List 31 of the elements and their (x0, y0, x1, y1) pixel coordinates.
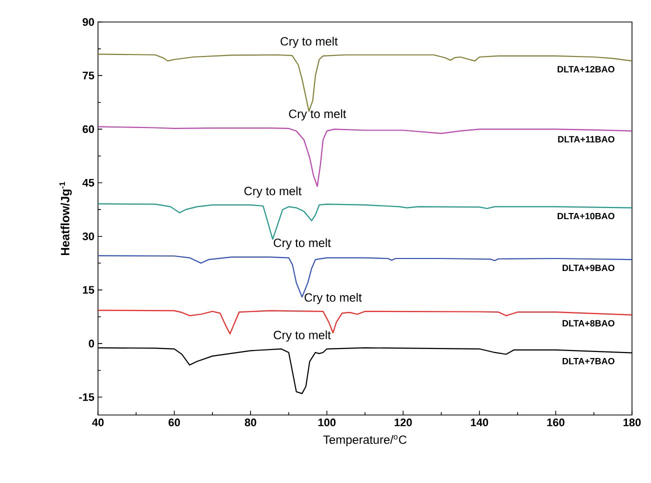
x-tick-label: 120 (394, 418, 412, 426)
x-axis-title: Temperature/$^{o}$C (323, 435, 407, 446)
annotation: Cry to melt (274, 238, 331, 250)
y-tick-label: 75 (82, 72, 94, 80)
x-tick-label: 100 (318, 418, 336, 426)
annotation: Cry to melt (274, 330, 331, 342)
y-axis-title: Heatflow/Jg$^{-1}$ (59, 182, 72, 256)
x-tick-label: 80 (244, 418, 256, 426)
x-tick-label: 60 (168, 418, 180, 426)
annotation: Cry to melt (304, 292, 362, 304)
series-label: DLTA+11BAO (558, 136, 614, 142)
y-tick-label: -15 (79, 393, 94, 401)
y-tick-label: 90 (82, 18, 94, 26)
series-label: DLTA+10BAO (558, 212, 614, 220)
x-tick-label: 160 (547, 418, 564, 426)
y-tick-label: 30 (82, 232, 94, 240)
series-label: DLTA+12BAO (558, 66, 614, 72)
annotation: Cry to melt (280, 36, 338, 48)
x-tick-label: 140 (470, 418, 488, 426)
series-label: DLTA+9BAO (562, 264, 614, 272)
x-tick-label: 180 (624, 418, 641, 426)
y-tick-label: 60 (82, 125, 94, 134)
y-tick-label: 0 (88, 340, 94, 348)
annotation: Cry to melt (289, 109, 346, 120)
series-label: DLTA+7BAO (562, 358, 614, 364)
line-series (97, 203, 633, 240)
y-tick-label: 15 (82, 286, 94, 294)
series-label: DLTA+8BAO (562, 320, 614, 326)
x-tick-label: 40 (92, 418, 104, 426)
y-tick-label: 45 (82, 178, 94, 187)
annotation: Cry to melt (244, 186, 302, 198)
